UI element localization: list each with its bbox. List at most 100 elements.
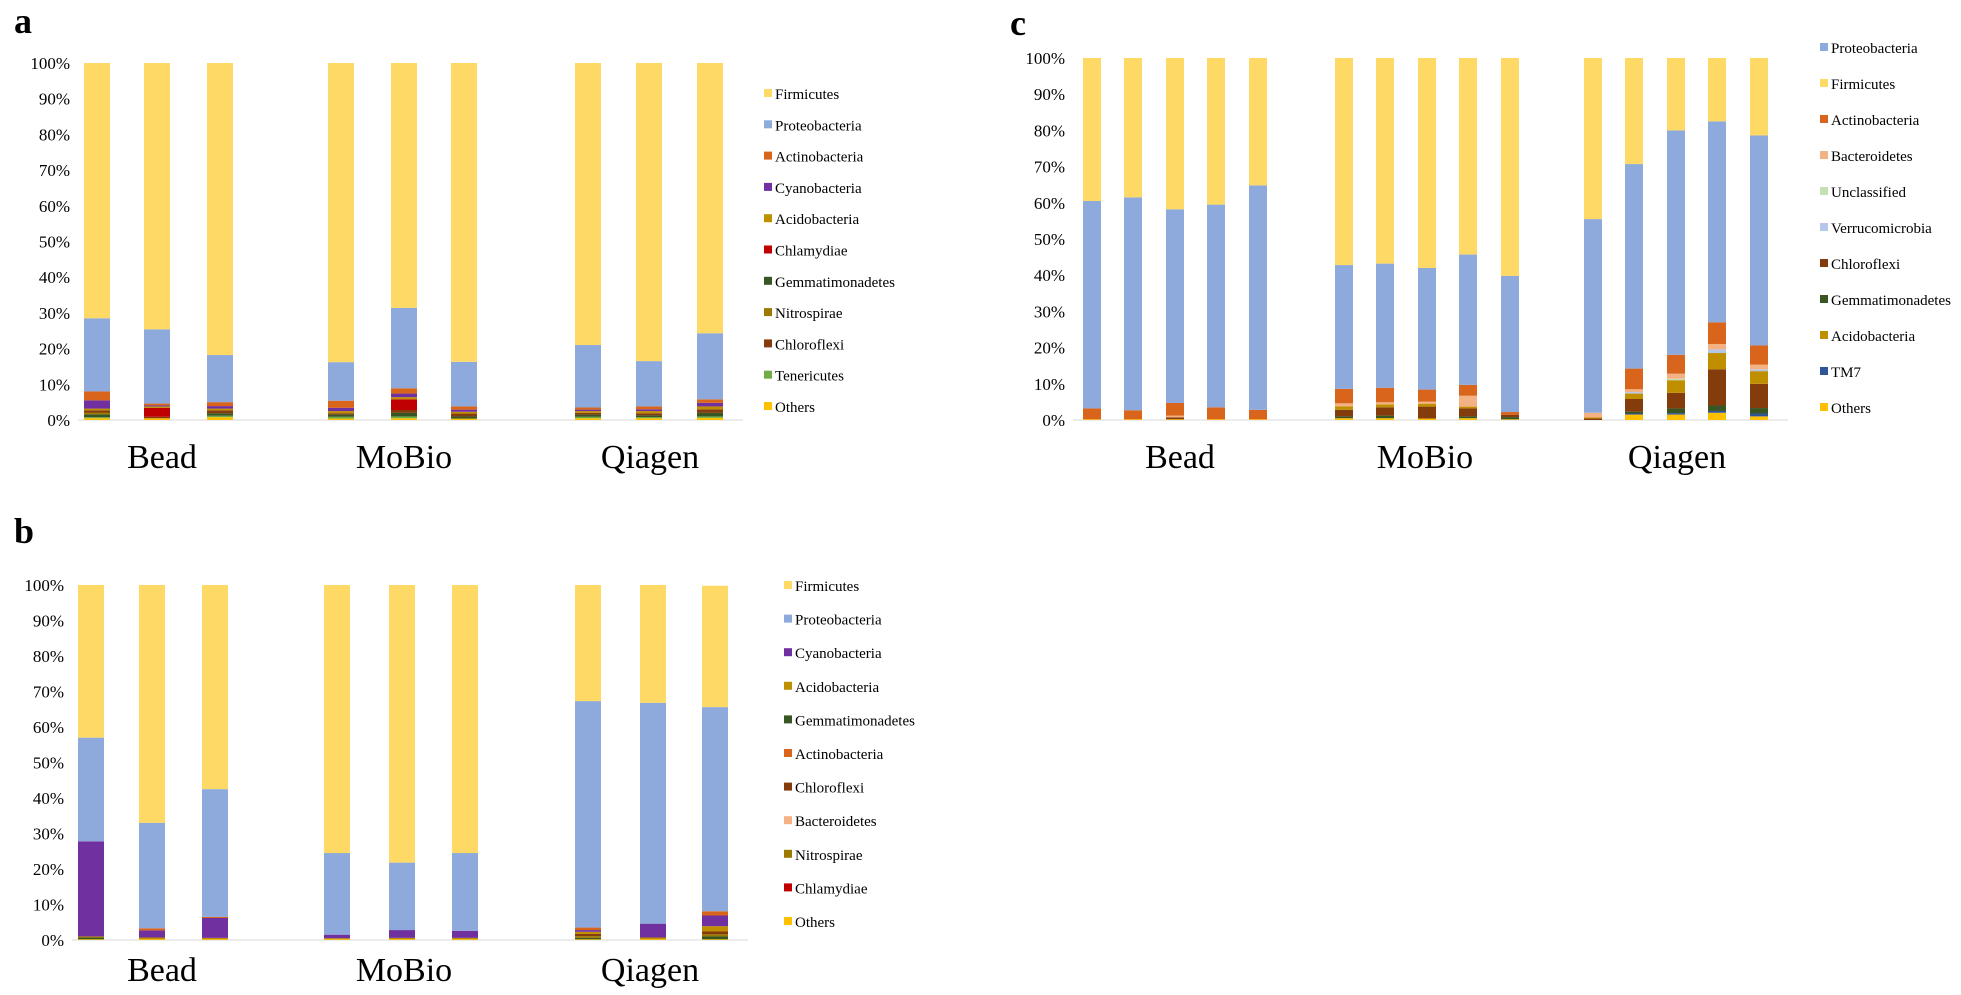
chart-c-bar-14-acidobacteria-segment [1708, 353, 1726, 370]
chart-c-legend-swatch-proteobacteria [1820, 43, 1828, 51]
chart-a-bar-5-gemmatimonadetes-segment [391, 412, 417, 417]
chart-c-bar-13-acidobacteria-segment [1667, 380, 1685, 393]
chart-b-bar-5-firmicutes-segment [389, 585, 415, 863]
chart-c-bar-15-proteobacteria-segment [1750, 135, 1768, 346]
chart-a-bar-4-tenericutes-segment [328, 416, 354, 419]
chart-b-bar-6-firmicutes-segment [452, 585, 478, 854]
chart-c-bar-5-actinobacteria-segment [1249, 409, 1267, 420]
chart-b-bar-1-others-segment [78, 939, 104, 940]
chart-b-legend-label-gemmatimonadetes: Gemmatimonadetes [795, 713, 915, 729]
chart-b-legend-label-cyanobacteria: Cyanobacteria [795, 646, 882, 662]
chart-a-bar-1-nitrospirae-segment [84, 412, 110, 415]
chart-c-bar-9-firmicutes-segment [1459, 58, 1477, 255]
chart-b-legend-label-actinobacteria: Actinobacteria [795, 747, 884, 763]
chart-c-group-label-qiagen: Qiagen [1628, 439, 1726, 476]
chart-b-bar-8-cyanobacteria-segment [640, 923, 666, 938]
chart-b-bar-7-actinobacteria-segment [575, 927, 601, 931]
chart-c-bar-13-unclassified-segment [1667, 378, 1685, 381]
chart-a-bar-8-gemmatimonadetes-segment [636, 415, 662, 418]
chart-c-legend-swatch-unclassified [1820, 187, 1828, 195]
chart-a-group-label-qiagen: Qiagen [601, 439, 699, 476]
chart-c-bar-15-actinobacteria-segment [1750, 345, 1768, 365]
chart-c-legend-label-chloroflexi: Chloroflexi [1831, 257, 1900, 273]
chart-a-bar-3-chloroflexi-segment [207, 410, 233, 414]
chart-b-bar-9-chloroflexi-segment [702, 931, 728, 935]
chart-c-bar-7-acidobacteria-segment [1376, 404, 1394, 408]
chart-b-bar-6-cyanobacteria-segment [452, 930, 478, 938]
chart-a-bar-3-tenericutes-segment [207, 415, 233, 418]
chart-c-bar-5-others-segment [1249, 419, 1267, 420]
chart-a-legend-swatch-tenericutes [764, 370, 772, 379]
chart-b-bar-2-acidobacteria-segment [139, 937, 165, 940]
chart-a-legend-label-chlamydiae: Chlamydiae [775, 244, 848, 260]
chart-c-legend-label-gemmatimonadetes: Gemmatimonadetes [1831, 293, 1951, 309]
chart-b-bar-7-firmicutes-segment [575, 585, 601, 702]
chart-b-bar-3-firmicutes-segment [202, 585, 228, 790]
chart-a-bar-6-others-segment [451, 418, 477, 420]
chart-a-bar-5-proteobacteria-segment [391, 307, 417, 389]
chart-c-bar-15-verrucomicrobia-segment [1750, 369, 1768, 372]
chart-b-bar-4-proteobacteria-segment [324, 853, 350, 935]
chart-a-bar-9-cyanobacteria-segment [697, 402, 723, 407]
chart-a-bar-3-firmicutes-segment [207, 63, 233, 356]
chart-b-bar-4-cyanobacteria-segment [324, 934, 350, 939]
chart-a-ytick-label: 50% [39, 233, 70, 252]
chart-c-bar-10-proteobacteria-segment [1501, 275, 1519, 413]
chart-c-bar-2-others-segment [1124, 419, 1142, 420]
chart-a-legend-label-actinobacteria: Actinobacteria [775, 150, 864, 166]
panel-letter-c: c [1010, 3, 1026, 43]
chart-c-bar-10-others-segment [1501, 419, 1519, 420]
chart-c-bar-6-proteobacteria-segment [1335, 265, 1353, 389]
chart-a-bar-5-cyanobacteria-segment [391, 393, 417, 398]
chart-a-legend-swatch-gemmatimonadetes [764, 276, 772, 285]
chart-c-ytick-label: 0% [1042, 411, 1065, 430]
chart-c-legend-label-tm7: TM7 [1831, 365, 1862, 381]
chart-c-bar-13-bacteroidetes-segment [1667, 373, 1685, 379]
chart-c-bar-15-acidobacteria-segment [1750, 371, 1768, 384]
chart-b-ytick-label: 20% [33, 860, 64, 879]
chart-a-bar-6-firmicutes-segment [451, 63, 477, 362]
chart-a-ytick-label: 20% [39, 340, 70, 359]
chart-c-legend-swatch-gemmatimonadetes [1820, 295, 1828, 303]
chart-c-bar-1-proteobacteria-segment [1083, 200, 1101, 409]
chart-c-legend-swatch-tm7 [1820, 367, 1828, 375]
chart-a-ytick-label: 90% [39, 90, 70, 109]
chart-c-bar-15-chloroflexi-segment [1750, 383, 1768, 409]
chart-a-bar-8-cyanobacteria-segment [636, 409, 662, 412]
chart-a-legend-label-gemmatimonadetes: Gemmatimonadetes [775, 275, 895, 291]
chart-c-bar-3-firmicutes-segment [1166, 58, 1184, 210]
chart-a-bar-7-gemmatimonadetes-segment [575, 414, 601, 417]
chart-c-bar-11-firmicutes-segment [1584, 58, 1602, 220]
chart-b-legend-swatch-actinobacteria [784, 749, 792, 757]
chart-a-bar-4-actinobacteria-segment [328, 400, 354, 408]
chart-c-bar-11-bacteroidetes-segment [1584, 412, 1602, 418]
chart-b-bar-9-nitrospirae-segment [702, 934, 728, 937]
chart-a-legend-label-acidobacteria: Acidobacteria [775, 212, 859, 228]
chart-a-bar-5-tenericutes-segment [391, 416, 417, 419]
chart-b-bar-3-proteobacteria-segment [202, 789, 228, 917]
chart-c-legend-swatch-verrucomicrobia [1820, 223, 1828, 231]
panel-letter-b: b [14, 511, 35, 551]
chart-b-bar-8-proteobacteria-segment [640, 702, 666, 924]
chart-b-legend-swatch-chloroflexi [784, 782, 792, 791]
chart-c-bar-13-firmicutes-segment [1667, 58, 1685, 131]
chart-a-bar-7-acidobacteria-segment [575, 411, 601, 413]
chart-c-bar-7-bacteroidetes-segment [1376, 402, 1394, 405]
chart-c-legend-label-proteobacteria: Proteobacteria [1831, 41, 1918, 57]
chart-c-ytick-label: 30% [1034, 302, 1065, 321]
chart-c-bar-15-tm7-segment [1750, 413, 1768, 417]
chart-a-bar-8-proteobacteria-segment [636, 361, 662, 407]
chart-a-bar-8-firmicutes-segment [636, 63, 662, 362]
chart-a-bar-4-others-segment [328, 418, 354, 420]
chart-c-bar-14-proteobacteria-segment [1708, 121, 1726, 323]
chart-c-bar-8-others-segment [1418, 418, 1436, 420]
chart-b-bar-6-others-segment [452, 939, 478, 940]
chart-b-ytick-label: 10% [33, 896, 64, 915]
chart-a-bar-8-acidobacteria-segment [636, 411, 662, 414]
chart-c-legend-label-verrucomicrobia: Verrucomicrobia [1831, 221, 1932, 237]
chart-c-bar-10-actinobacteria-segment [1501, 412, 1519, 415]
chart-b-bar-9-acidobacteria-segment [702, 926, 728, 932]
chart-a-bar-9-proteobacteria-segment [697, 333, 723, 400]
chart-a-legend-swatch-acidobacteria [764, 214, 772, 223]
